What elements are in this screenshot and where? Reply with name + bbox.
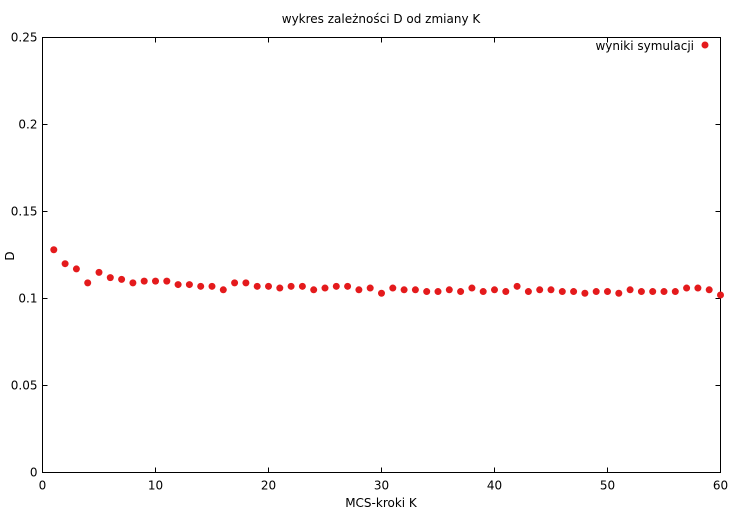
data-point (84, 279, 92, 287)
y-tick-label: 0.15 (11, 205, 38, 219)
data-point (163, 277, 171, 285)
data-point (355, 286, 363, 294)
data-point (344, 282, 352, 290)
data-point (717, 291, 724, 299)
data-point (637, 288, 645, 296)
x-tick-label: 60 (713, 479, 728, 493)
chart-title: wykres zależności D od zmiany K (282, 12, 482, 26)
data-point (513, 282, 521, 290)
data-point (581, 289, 589, 297)
y-tick-label: 0 (30, 466, 38, 480)
data-point (219, 286, 227, 294)
x-tick-label: 30 (374, 479, 389, 493)
data-point (491, 286, 498, 294)
data-point (287, 282, 295, 290)
data-point (457, 288, 465, 296)
legend-label: wyniki symulacji (595, 39, 694, 53)
data-point (479, 288, 487, 296)
data-point (50, 246, 58, 254)
data-point (265, 282, 272, 290)
y-tick-label: 0.1 (18, 292, 37, 306)
data-point (140, 277, 148, 285)
data-point (106, 274, 114, 282)
data-point (310, 286, 318, 294)
y-tick-label: 0.25 (11, 31, 38, 45)
data-point (298, 282, 306, 290)
data-point (72, 265, 80, 273)
data-point (332, 282, 340, 290)
data-point (524, 288, 532, 296)
data-point (558, 288, 566, 296)
data-point (276, 284, 284, 292)
data-point (61, 260, 69, 268)
data-point (570, 288, 578, 296)
x-axis: 0 10 20 30 40 50 60 (39, 37, 728, 493)
legend: wyniki symulacji (595, 39, 709, 53)
data-point (197, 282, 205, 290)
legend-marker (701, 41, 709, 49)
data-point (231, 279, 239, 287)
data-point (208, 282, 216, 290)
data-point (615, 289, 623, 297)
x-tick-label: 50 (600, 479, 615, 493)
data-point (547, 286, 555, 294)
x-tick-label: 0 (39, 479, 47, 493)
x-tick-label: 10 (148, 479, 163, 493)
data-point (118, 275, 126, 283)
data-point (129, 279, 137, 287)
y-tick-label: 0.05 (11, 379, 38, 393)
plot-frame (42, 37, 721, 473)
data-point (649, 288, 657, 296)
x-axis-label: MCS-kroki K (345, 496, 418, 510)
data-point (378, 289, 385, 297)
y-tick-label: 0.2 (18, 118, 37, 132)
y-axis-label: D (3, 251, 17, 260)
data-point (95, 268, 103, 276)
data-point (502, 288, 510, 296)
data-point (683, 284, 691, 292)
data-point (694, 284, 702, 292)
data-point (253, 282, 261, 290)
x-tick-label: 40 (487, 479, 502, 493)
data-point (434, 288, 442, 296)
y-axis: 0 0.05 0.1 0.15 0.2 0.25 (11, 31, 721, 480)
x-tick-label: 20 (261, 479, 276, 493)
data-point (185, 281, 193, 289)
data-point (671, 288, 679, 296)
data-point (626, 286, 634, 294)
data-point (174, 281, 182, 289)
data-point (445, 286, 453, 294)
data-point (660, 288, 668, 296)
data-point (152, 277, 159, 285)
data-point (389, 284, 397, 292)
data-point (468, 284, 476, 292)
data-point (242, 279, 250, 287)
data-point (705, 286, 713, 294)
data-point (411, 286, 419, 294)
data-point (400, 286, 408, 294)
data-point (604, 288, 611, 296)
data-point (423, 288, 431, 296)
data-series (50, 246, 724, 299)
data-point (321, 284, 329, 292)
data-point (536, 286, 544, 294)
data-point (592, 288, 600, 296)
data-point (366, 284, 374, 292)
